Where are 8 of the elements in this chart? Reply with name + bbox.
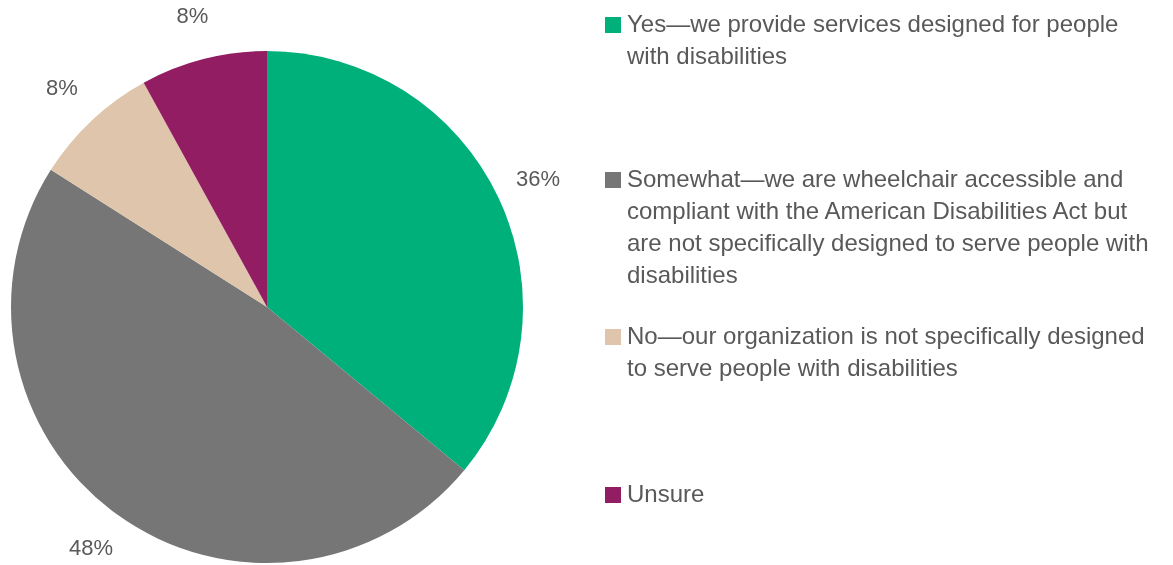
legend-label: No—our organization is not specifically designed to serve people with disabilities — [627, 321, 1146, 383]
data-label: 8% — [176, 2, 209, 28]
data-label: 48% — [68, 535, 113, 561]
data-label: 36% — [515, 165, 561, 191]
data-label: 8% — [46, 74, 78, 100]
legend-label: Yes—we provide services designed for people with disabilities — [627, 9, 1120, 71]
legend-label: Somewhat—we are wheelchair accessible and compliant with the American Disabilities Act but are not specifically designed to serve people with disabilities — [627, 164, 1150, 290]
legend-label: Unsure — [627, 479, 705, 509]
